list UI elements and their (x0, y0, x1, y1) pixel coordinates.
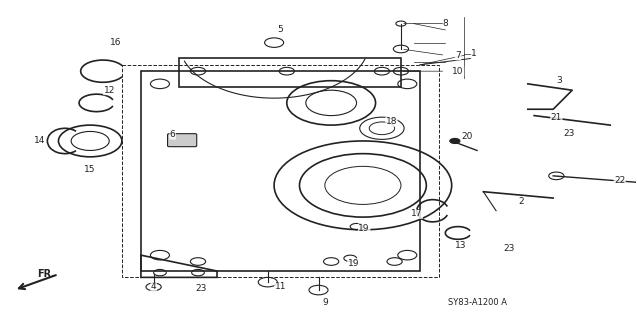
Text: 20: 20 (462, 132, 473, 141)
Text: 18: 18 (385, 117, 397, 126)
Text: 19: 19 (359, 224, 370, 233)
Text: 7: 7 (455, 51, 461, 60)
FancyBboxPatch shape (168, 134, 197, 147)
Text: 5: 5 (278, 25, 283, 35)
Text: 3: 3 (557, 76, 562, 85)
Text: 16: 16 (110, 38, 121, 47)
Text: 17: 17 (411, 209, 422, 219)
Text: 23: 23 (503, 244, 515, 253)
Text: 15: 15 (85, 165, 96, 174)
Circle shape (450, 139, 460, 143)
Text: 14: 14 (34, 136, 45, 146)
Text: 23: 23 (196, 284, 207, 293)
Text: 22: 22 (614, 176, 626, 185)
Text: 10: 10 (452, 67, 464, 76)
Text: 9: 9 (322, 298, 327, 307)
Text: 12: 12 (104, 86, 115, 95)
Text: FR.: FR. (37, 269, 55, 279)
Text: 21: 21 (550, 113, 562, 122)
Text: 8: 8 (443, 19, 448, 28)
Text: 6: 6 (169, 130, 176, 139)
Text: 23: 23 (563, 129, 575, 138)
Text: 19: 19 (348, 259, 359, 268)
Text: 4: 4 (151, 282, 157, 292)
Text: SY83-A1200 A: SY83-A1200 A (448, 298, 506, 307)
Text: 13: 13 (455, 241, 467, 250)
Text: 2: 2 (519, 197, 524, 206)
Text: 11: 11 (275, 282, 286, 292)
Text: 1: 1 (471, 49, 476, 58)
